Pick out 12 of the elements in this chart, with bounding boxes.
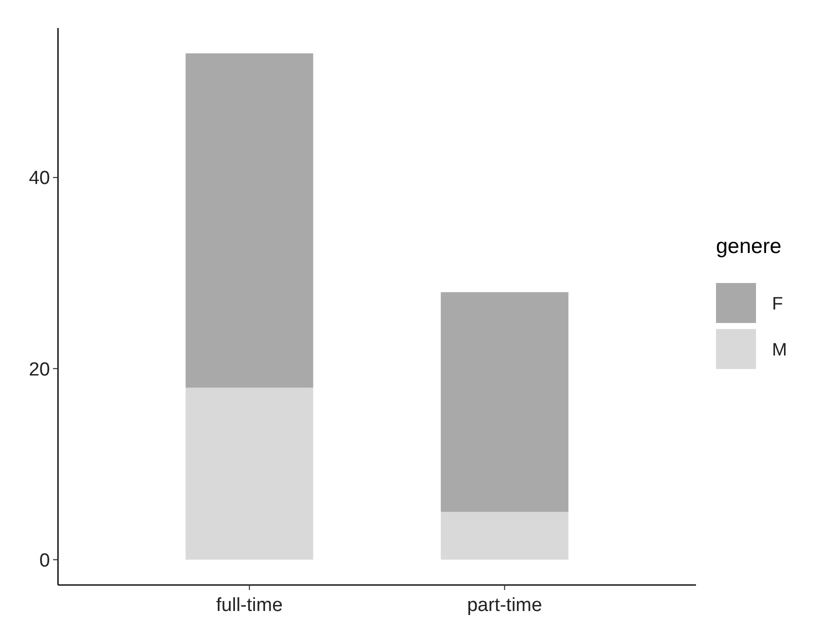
y-tick-label: 40	[28, 168, 50, 190]
y-tick-label: 0	[39, 550, 50, 572]
legend-title: genere	[716, 235, 782, 258]
x-tick-label: full-time	[216, 595, 283, 616]
bar	[440, 292, 568, 512]
y-tick-label: 20	[28, 359, 50, 380]
bar	[186, 53, 314, 388]
legend-label: F	[772, 293, 783, 314]
legend-label: M	[772, 339, 787, 360]
bar	[186, 388, 314, 560]
bar	[440, 512, 568, 560]
x-tick-label: part-time	[467, 595, 542, 616]
